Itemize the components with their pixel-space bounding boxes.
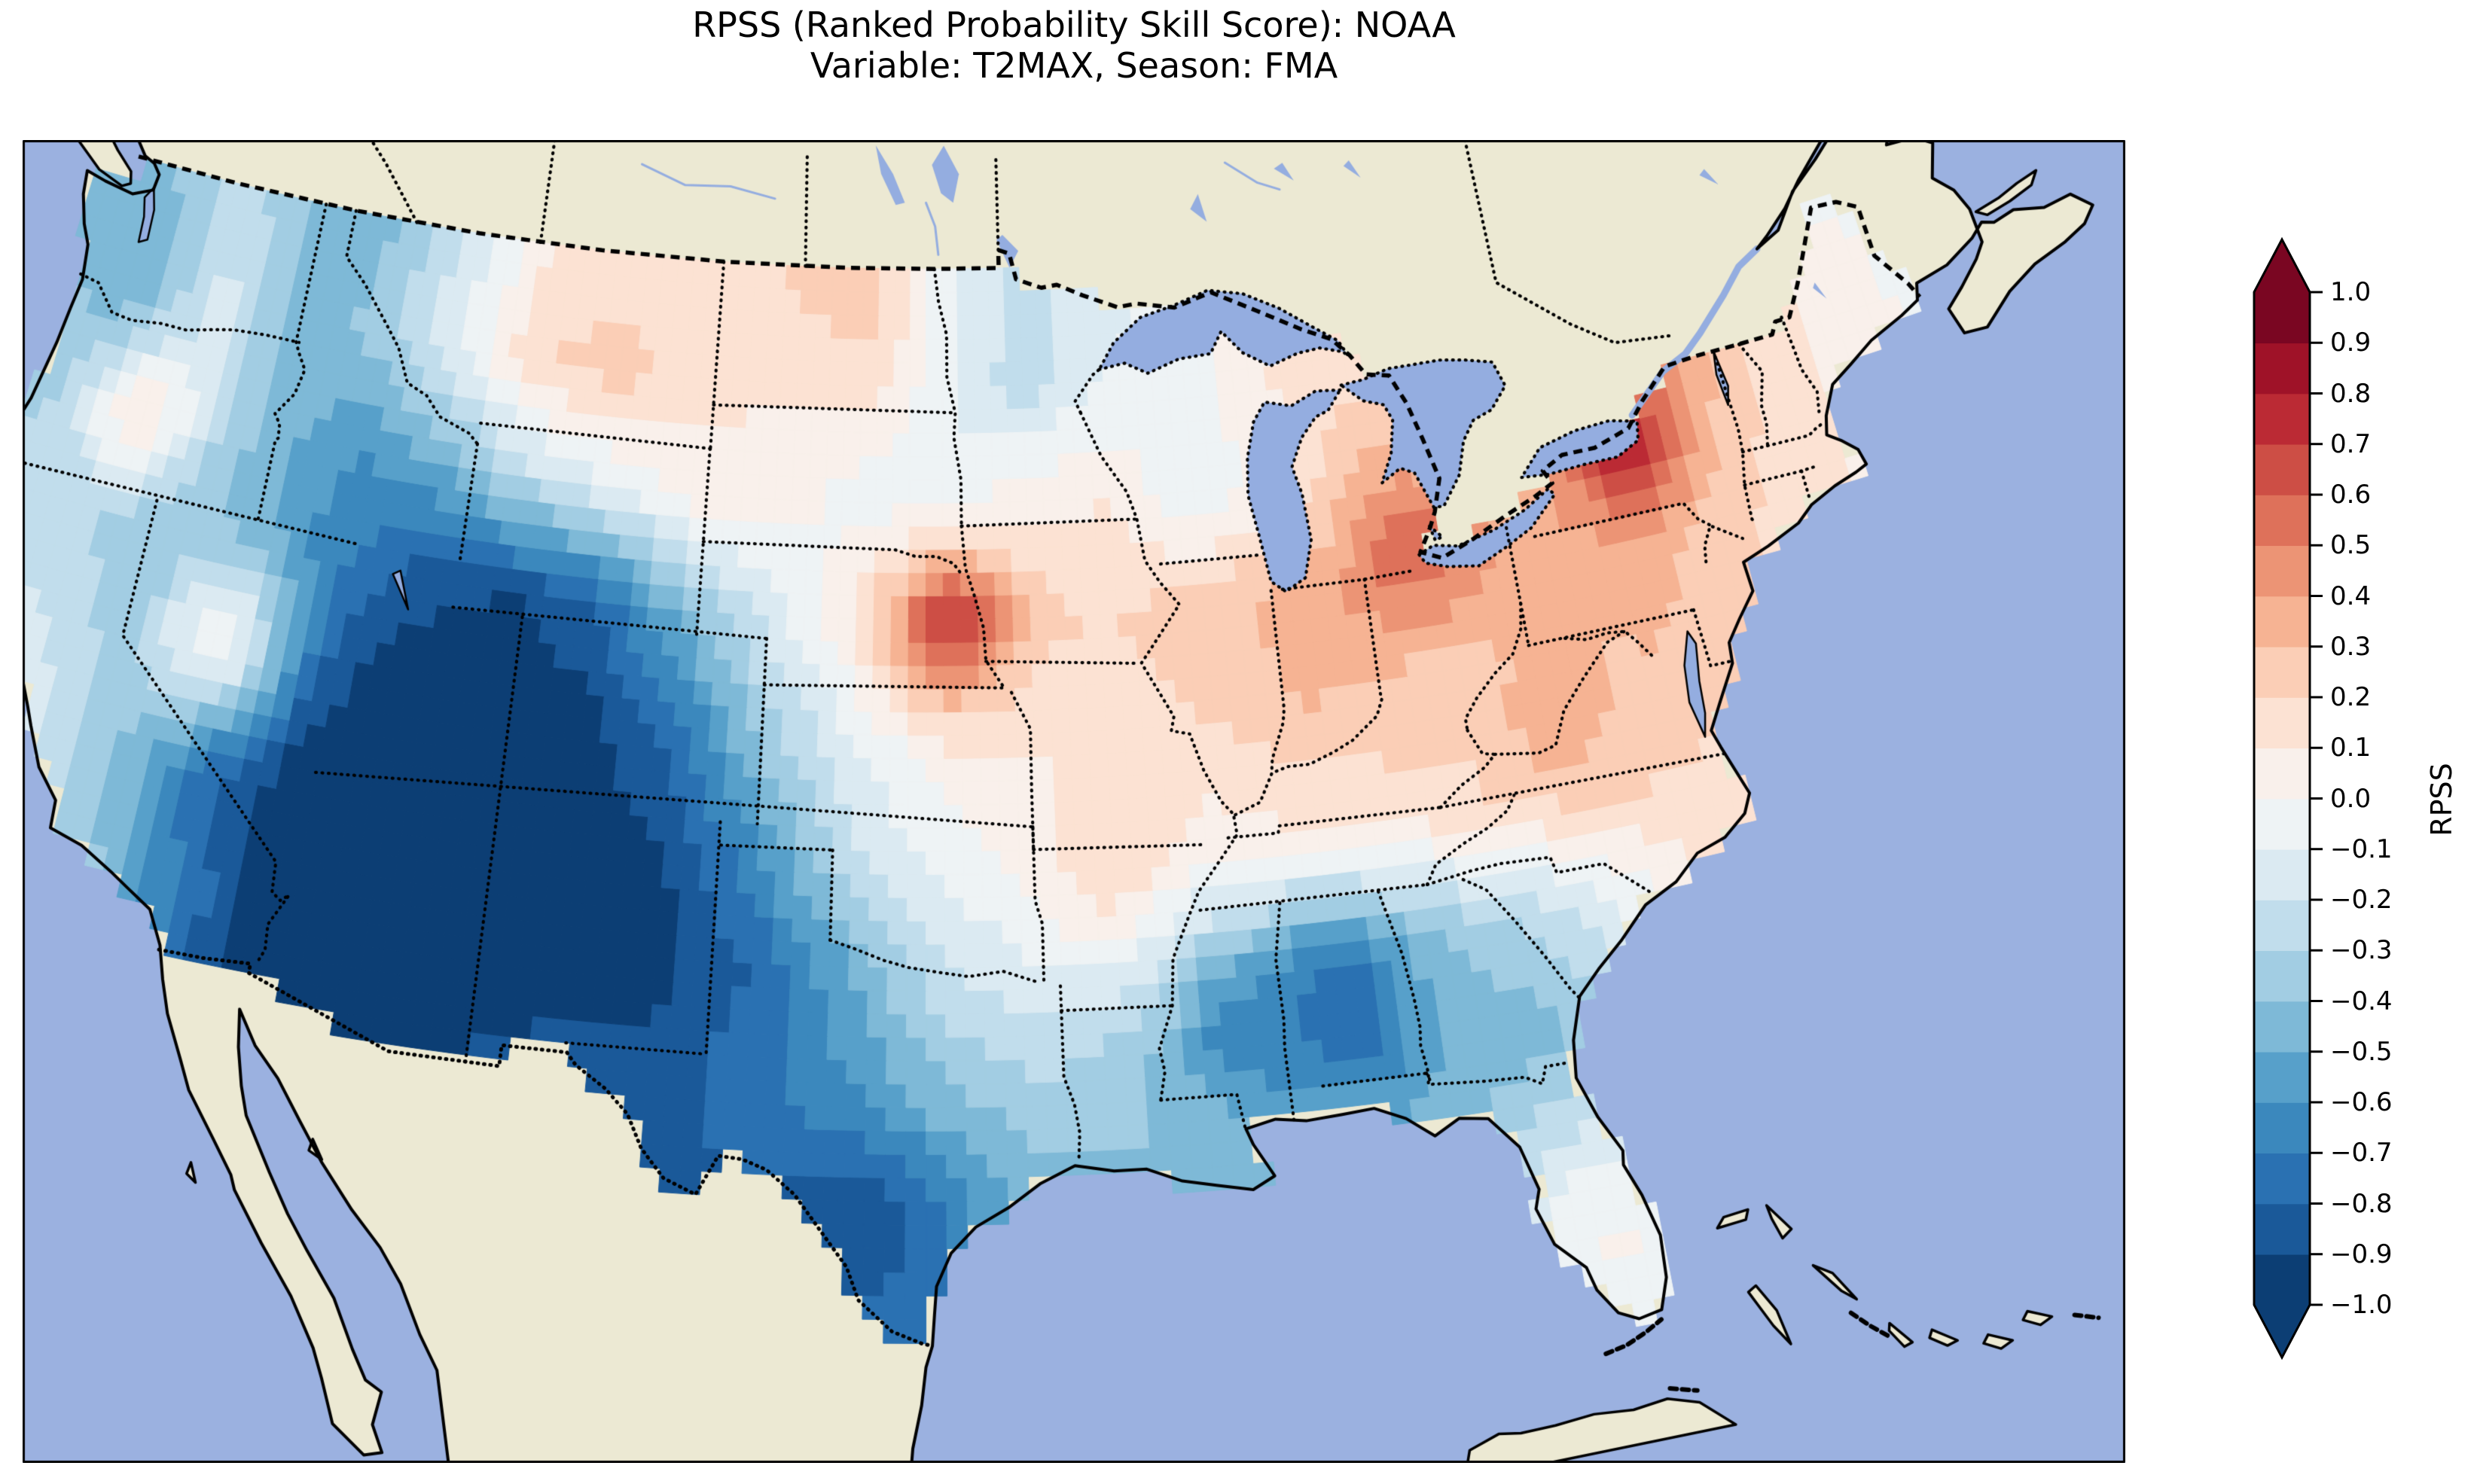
colorbar-tick-label: −1.0 — [2330, 1290, 2393, 1320]
colorbar-tick-label: −0.8 — [2330, 1188, 2393, 1219]
map-canvas — [23, 140, 2125, 1463]
colorbar-tick-label: 0.4 — [2330, 580, 2372, 611]
colorbar — [2253, 236, 2323, 1361]
colorbar-tick-label: 0.1 — [2330, 733, 2372, 763]
colorbar-tick-label: 0.5 — [2330, 530, 2372, 561]
colorbar-tick-label: 1.0 — [2330, 277, 2372, 307]
page-title-line1: RPSS (Ranked Probability Skill Score): N… — [692, 5, 1456, 45]
colorbar-tick-label: −0.2 — [2330, 885, 2393, 915]
colorbar-axis-label: RPSS — [2425, 763, 2458, 836]
colorbar-tick-label: −0.7 — [2330, 1138, 2393, 1169]
colorbar-tick-label: 0.8 — [2330, 378, 2372, 409]
colorbar-tick-label: −0.5 — [2330, 1036, 2393, 1067]
colorbar-tick-label: −0.6 — [2330, 1087, 2393, 1117]
colorbar-tick-label: 0.7 — [2330, 428, 2372, 459]
page-title: RPSS (Ranked Probability Skill Score): N… — [23, 5, 2125, 86]
colorbar-tick-label: 0.0 — [2330, 783, 2372, 814]
colorbar-tick-label: −0.3 — [2330, 935, 2393, 966]
colorbar-tick-label: −0.1 — [2330, 833, 2393, 864]
colorbar-tick-label: −0.4 — [2330, 986, 2393, 1016]
colorbar-tick-label: 0.3 — [2330, 631, 2372, 662]
colorbar-tick-label: −0.9 — [2330, 1239, 2393, 1269]
colorbar-tick-label: 0.9 — [2330, 328, 2372, 358]
page-title-line2: Variable: T2MAX, Season: FMA — [810, 45, 1338, 86]
colorbar-tick-label: 0.6 — [2330, 480, 2372, 510]
colorbar-tick-label: 0.2 — [2330, 682, 2372, 712]
